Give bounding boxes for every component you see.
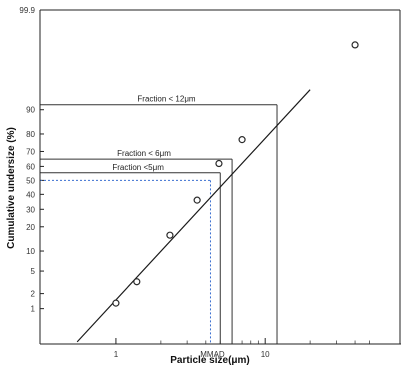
y-tick-label-4: 20 [26,223,35,232]
data-point-4 [215,159,223,168]
data-point-1 [133,278,141,286]
data-point-6 [351,41,359,49]
axis-ticks [40,9,370,344]
y-tick-label-2: 5 [31,267,36,276]
y-tick-label-8: 60 [26,162,35,171]
y-tick-label-10: 80 [26,130,35,139]
x-tick-label-0: 1 [114,350,119,359]
mmad-guide-lines [40,179,211,344]
y-tick-label-3: 10 [26,247,35,256]
data-point-2 [166,231,174,239]
y-tick-label-7: 50 [26,176,35,185]
y-tick-label-11: 90 [26,106,35,115]
y-tick-label-12: 99.9 [19,6,35,15]
fit-line-group [76,89,311,343]
y-tick-label-1: 2 [31,290,36,299]
y-tick-label-5: 30 [26,205,35,214]
y-axis-title: Cumulative undersize (%) [6,127,17,249]
data-point-3 [193,196,201,204]
x-tick-label-1: 10 [261,350,270,359]
fit-line [76,89,311,343]
fraction-label-1: Fraction < 6μm [117,149,171,158]
mmad-label: MMAD [200,350,225,359]
text-labels: 1 10 1 2 5 10 20 30 40 50 60 70 80 90 99.9 Fraction < 1… [19,6,270,359]
y-tick-label-0: 1 [31,305,36,314]
data-point-5 [238,136,246,144]
x-axis-title: Particle size(μm) [170,355,249,366]
y-tick-label-9: 70 [26,147,35,156]
fraction-guide-lines [40,104,278,344]
data-points [112,41,359,307]
y-tick-label-6: 40 [26,190,35,199]
fraction-label-0: Fraction < 12μm [137,95,196,104]
data-point-0 [112,299,120,307]
fraction-label-2: Fraction <5μm [112,163,164,172]
